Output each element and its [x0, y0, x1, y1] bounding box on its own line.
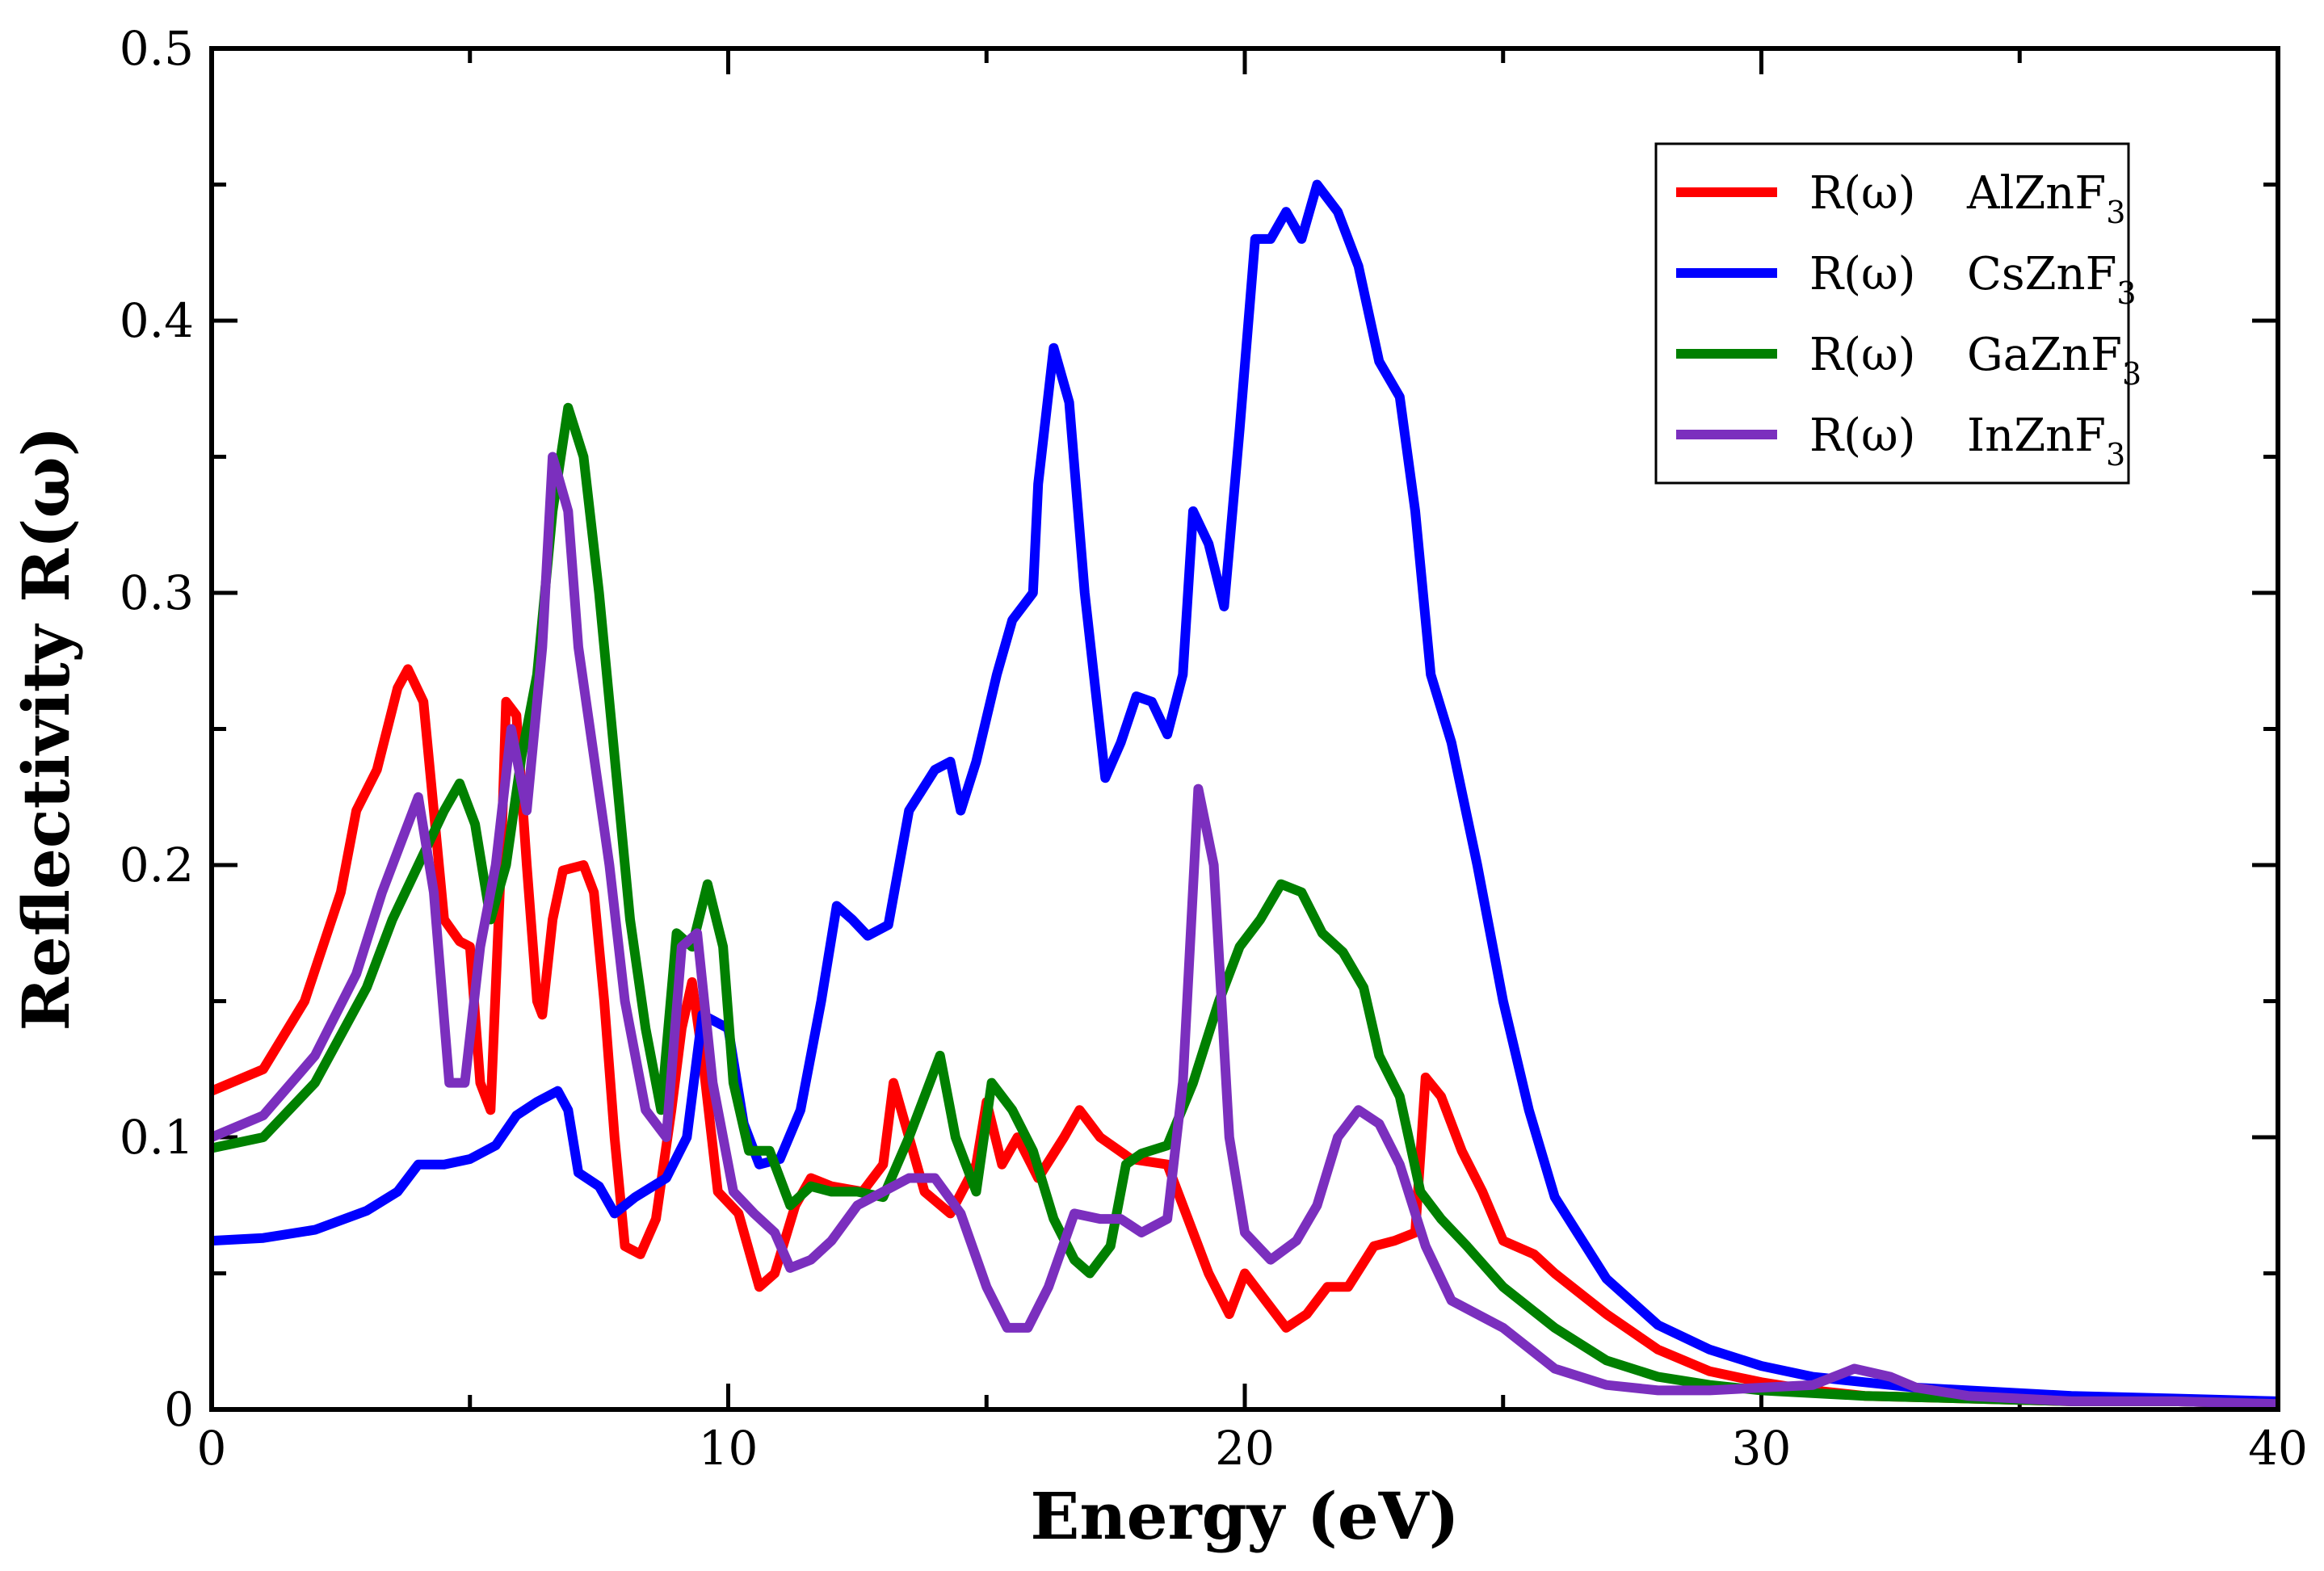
legend-subscript: 3	[2122, 356, 2141, 392]
legend-label: R(ω) InZnF3	[1809, 410, 2125, 473]
legend-subscript: 3	[2106, 437, 2125, 473]
legend-subscript: 3	[2106, 195, 2125, 230]
series-line-csznf3	[212, 179, 2278, 1406]
y-tick-label: 0.3	[120, 565, 194, 620]
series-line-alznf3	[212, 664, 2278, 1409]
legend-prefix: R(ω)	[1809, 410, 1916, 462]
x-axis-title: Energy (eV)	[1030, 1478, 1459, 1554]
data-series	[212, 179, 2278, 1409]
y-axis-title: Reflectivity R(ω)	[8, 426, 84, 1031]
x-tick-label: 10	[699, 1421, 759, 1476]
legend-prefix: R(ω)	[1809, 248, 1916, 300]
y-tick-label: 0.1	[120, 1110, 194, 1165]
tick-labels: 0 10 20 30 40 0 0.1 0.2 0.3 0.4 0.5	[120, 21, 2308, 1476]
legend-label: R(ω) GaZnF3	[1809, 329, 2141, 392]
y-tick-label: 0.4	[120, 293, 194, 348]
y-tick-label: 0.2	[120, 838, 194, 893]
legend-compound: AlZnF	[1966, 167, 2106, 220]
legend-prefix: R(ω)	[1809, 167, 1916, 220]
legend-subscript: 3	[2116, 275, 2136, 311]
x-tick-label: 40	[2248, 1421, 2308, 1476]
legend-label: R(ω) AlZnF3	[1809, 167, 2125, 230]
x-tick-label: 30	[1732, 1421, 1792, 1476]
legend-compound: GaZnF	[1967, 329, 2122, 381]
plot-frame	[209, 46, 2280, 1412]
x-tick-label: 20	[1215, 1421, 1275, 1476]
series-line-inznf3	[212, 452, 2278, 1409]
legend-compound: InZnF	[1967, 410, 2106, 462]
legend-compound: CsZnF	[1967, 248, 2116, 300]
y-tick-label: 0.5	[120, 21, 194, 76]
legend-box	[1654, 142, 2130, 485]
y-tick-label: 0	[164, 1382, 194, 1437]
legend-label: R(ω) CsZnF3	[1809, 248, 2137, 311]
x-tick-label: 0	[197, 1421, 227, 1476]
legend-prefix: R(ω)	[1809, 329, 1916, 381]
